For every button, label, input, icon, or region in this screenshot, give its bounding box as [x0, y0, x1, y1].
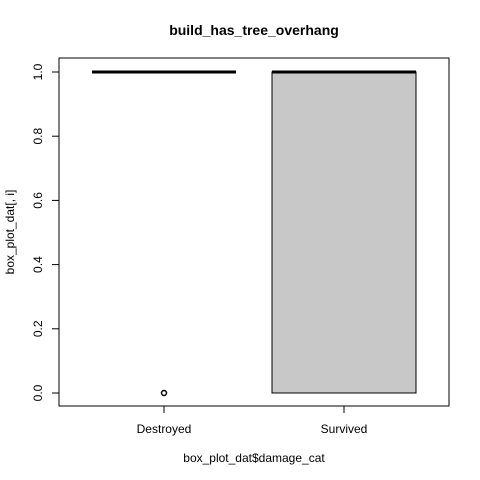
y-tick-label: 0.6 — [31, 192, 45, 209]
x-axis: Destroyed Survived — [137, 406, 368, 436]
y-tick-label: 0.8 — [31, 128, 45, 145]
plot-frame — [58, 57, 450, 407]
outlier-point-destroyed — [160, 389, 168, 397]
box-survived — [271, 71, 417, 394]
chart-title: build_has_tree_overhang — [169, 22, 339, 38]
y-tick-label: 1.0 — [31, 63, 45, 80]
x-axis-label: box_plot_dat$damage_cat — [183, 451, 325, 465]
y-axis: 0.0 0.2 0.4 0.6 0.8 1.0 — [31, 63, 59, 401]
y-tick-label: 0.0 — [31, 384, 45, 401]
y-axis-label: box_plot_dat[, i] — [3, 190, 17, 275]
x-tick-label: Survived — [321, 422, 368, 436]
x-tick-label: Destroyed — [137, 422, 192, 436]
y-tick-label: 0.4 — [31, 256, 45, 273]
plot-marks — [92, 70, 417, 397]
y-tick-label: 0.2 — [31, 320, 45, 337]
